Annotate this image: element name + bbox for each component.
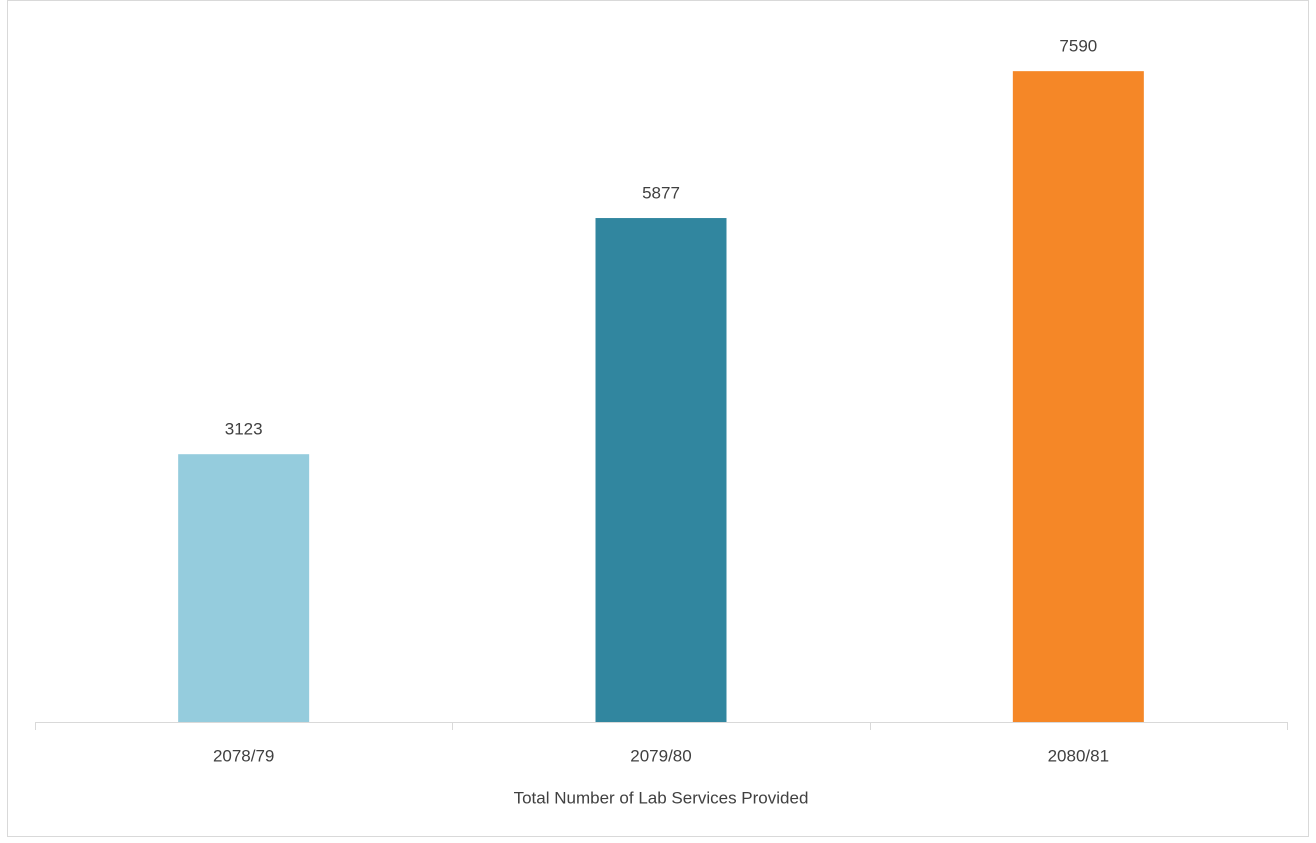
x-tick-label: 2079/80 xyxy=(630,746,691,765)
bar xyxy=(595,218,727,723)
bar xyxy=(1012,71,1144,723)
data-label: 3123 xyxy=(225,420,263,439)
bar xyxy=(178,454,310,722)
data-label: 5877 xyxy=(642,184,680,203)
x-tick-label: 2078/79 xyxy=(213,746,274,765)
x-tick-label: 2080/81 xyxy=(1048,746,1109,765)
x-axis-title: Total Number of Lab Services Provided xyxy=(514,788,809,807)
data-label: 7590 xyxy=(1059,37,1097,56)
